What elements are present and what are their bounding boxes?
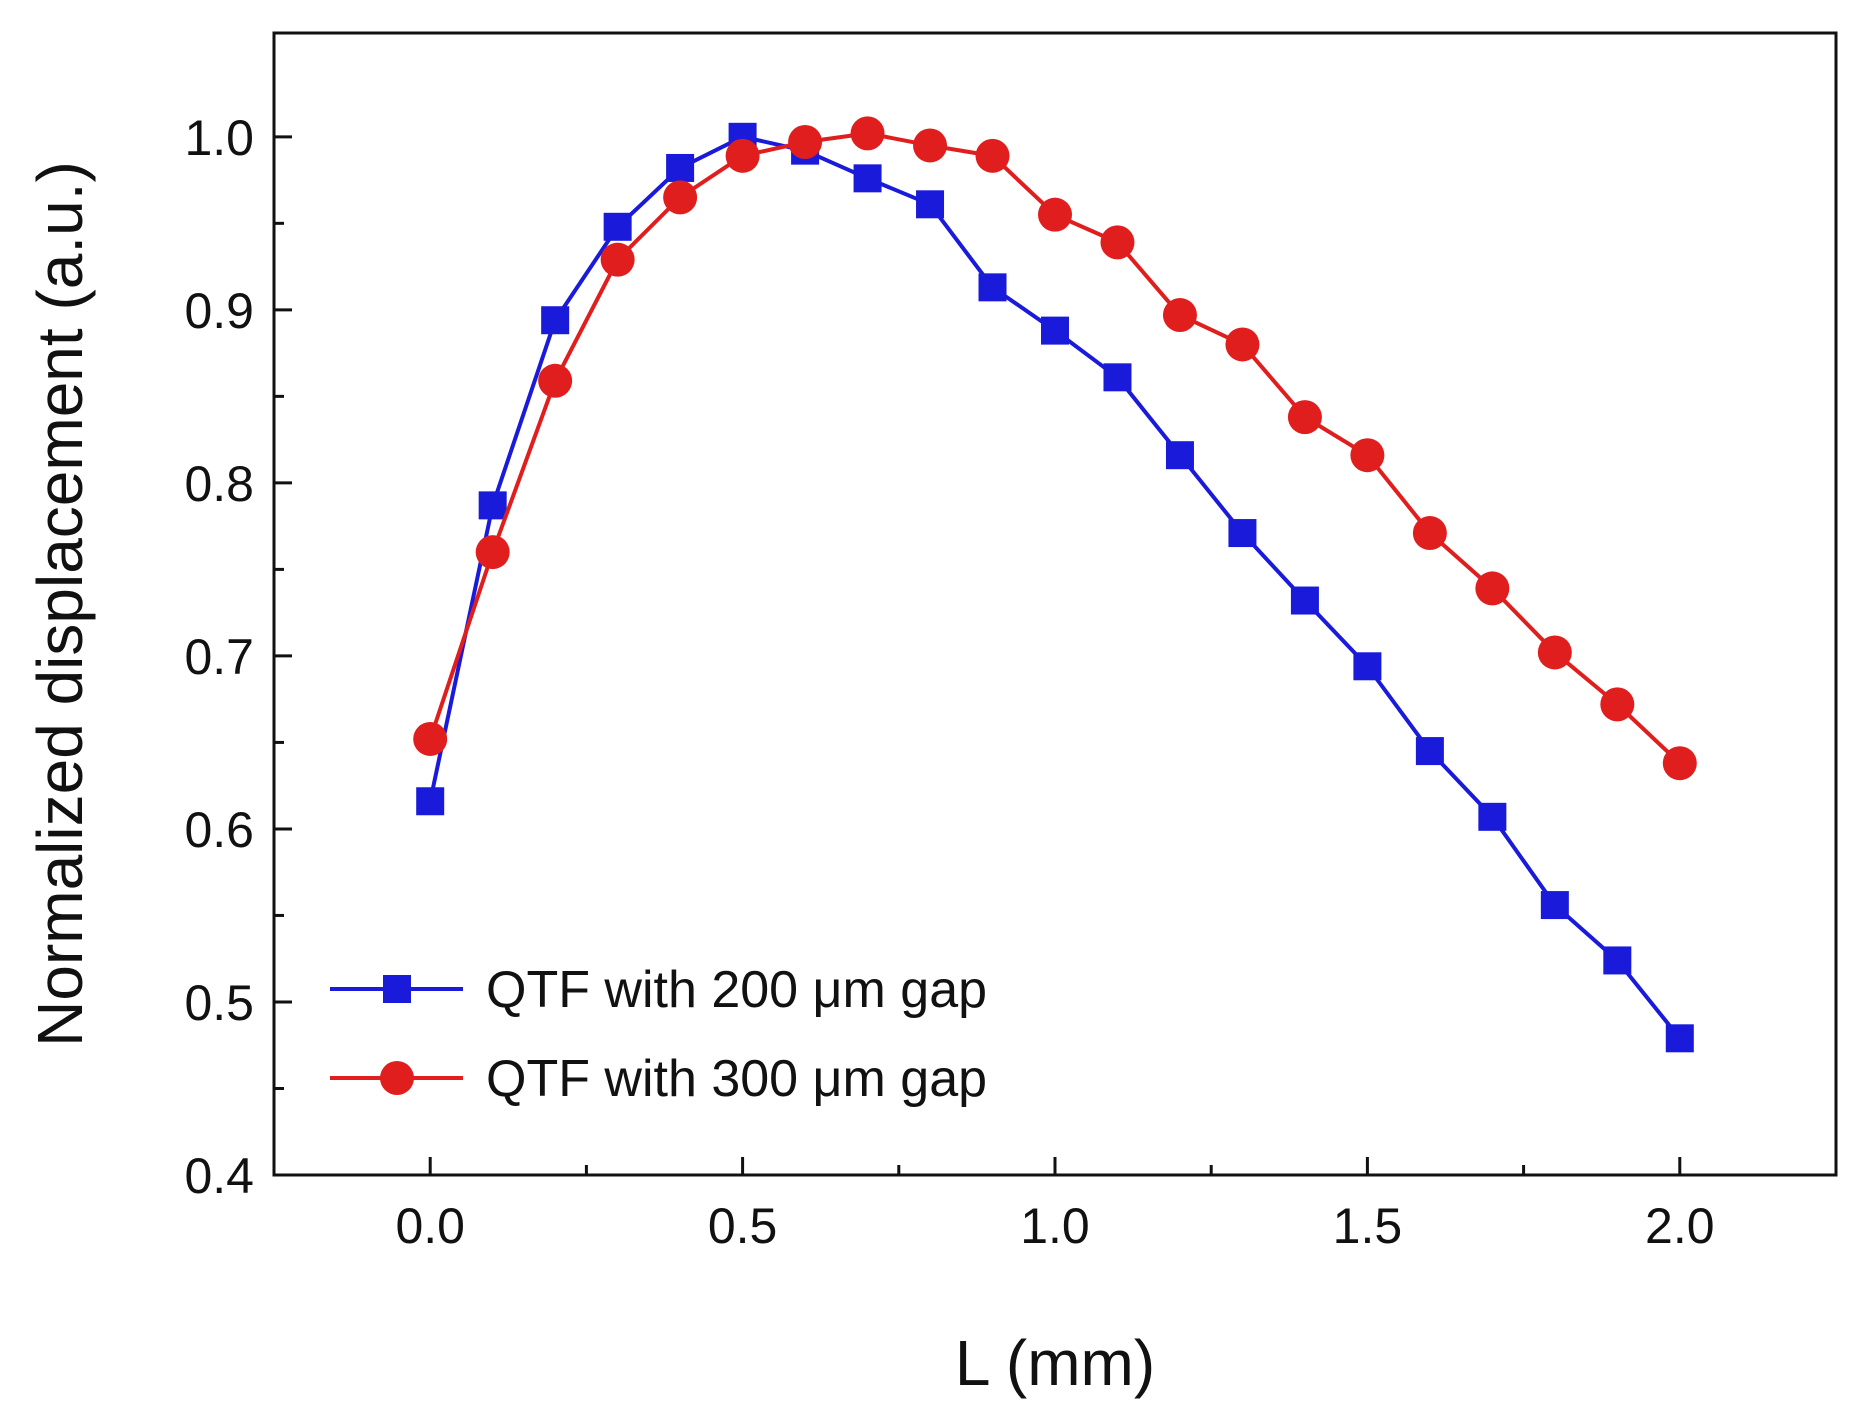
data-point-circle	[1537, 635, 1572, 670]
series-200um	[416, 122, 1694, 1053]
data-point-circle	[663, 180, 698, 215]
data-point-square	[1540, 891, 1569, 920]
data-point-square	[416, 787, 445, 816]
data-point-circle	[1475, 571, 1510, 606]
x-tick-label: 0.0	[395, 1198, 465, 1254]
y-axis-title: Normalized displacement (a.u.)	[24, 161, 96, 1047]
data-point-square	[1478, 802, 1507, 831]
legend: QTF with 200 μm gap QTF with 300 μm gap	[330, 961, 987, 1108]
x-axis-title: L (mm)	[955, 1327, 1155, 1399]
y-axis-ticks	[274, 135, 292, 1177]
legend-marker-300um	[380, 1061, 414, 1095]
data-point-circle	[1162, 298, 1197, 333]
data-point-square	[1103, 363, 1132, 392]
data-point-circle	[913, 128, 948, 163]
data-point-square	[666, 153, 695, 182]
data-point-square	[1603, 946, 1632, 975]
data-point-circle	[1100, 225, 1135, 260]
data-point-circle	[538, 363, 573, 398]
data-point-square	[541, 306, 570, 335]
data-point-circle	[475, 535, 510, 570]
y-tick-label: 0.6	[184, 802, 254, 858]
x-tick-label: 1.0	[1020, 1198, 1090, 1254]
data-point-circle	[1287, 400, 1322, 435]
data-point-square	[1665, 1024, 1694, 1053]
data-point-circle	[413, 721, 448, 756]
x-axis-tick-labels: 0.0 0.5 1.0 1.5 2.0	[395, 1198, 1714, 1254]
data-point-square	[853, 164, 882, 193]
legend-entry-200um: QTF with 200 μm gap	[330, 961, 987, 1019]
data-point-circle	[1038, 197, 1072, 232]
legend-label-300um: QTF with 300 μm gap	[486, 1050, 987, 1108]
data-point-square	[603, 212, 632, 241]
data-point-circle	[788, 125, 823, 160]
data-point-circle	[1662, 746, 1697, 781]
legend-marker-200um	[383, 975, 411, 1003]
x-tick-label: 0.5	[708, 1198, 778, 1254]
data-point-square	[1290, 586, 1319, 615]
data-point-circle	[600, 242, 635, 277]
data-point-circle	[1225, 327, 1260, 362]
y-tick-label: 0.4	[184, 1148, 254, 1204]
data-point-square	[1041, 316, 1069, 345]
data-point-circle	[850, 116, 885, 151]
x-tick-label: 2.0	[1645, 1198, 1715, 1254]
data-point-circle	[1600, 687, 1635, 722]
y-tick-label: 0.5	[184, 975, 254, 1031]
series-300um	[413, 116, 1697, 781]
series-layer	[413, 116, 1697, 1053]
data-point-square	[478, 491, 507, 520]
legend-entry-300um: QTF with 300 μm gap	[330, 1050, 987, 1108]
y-tick-label: 0.8	[184, 456, 254, 512]
data-point-circle	[1350, 438, 1385, 473]
data-point-square	[1228, 519, 1257, 548]
data-point-square	[1415, 737, 1444, 766]
x-tick-label: 1.5	[1333, 1198, 1403, 1254]
data-point-square	[1353, 652, 1382, 681]
data-point-circle	[975, 138, 1010, 173]
y-axis-tick-labels: 0.4 0.5 0.6 0.7 0.8 0.9 1.0	[184, 110, 254, 1204]
y-tick-label: 0.9	[184, 283, 254, 339]
y-tick-label: 1.0	[184, 110, 254, 166]
data-point-circle	[725, 138, 760, 173]
data-point-square	[1165, 441, 1194, 470]
data-point-square	[978, 273, 1007, 302]
x-axis-ticks	[428, 1157, 1682, 1175]
legend-label-200um: QTF with 200 μm gap	[486, 961, 987, 1019]
data-point-circle	[1412, 516, 1447, 551]
y-tick-label: 0.7	[184, 629, 254, 685]
data-point-square	[916, 190, 945, 219]
